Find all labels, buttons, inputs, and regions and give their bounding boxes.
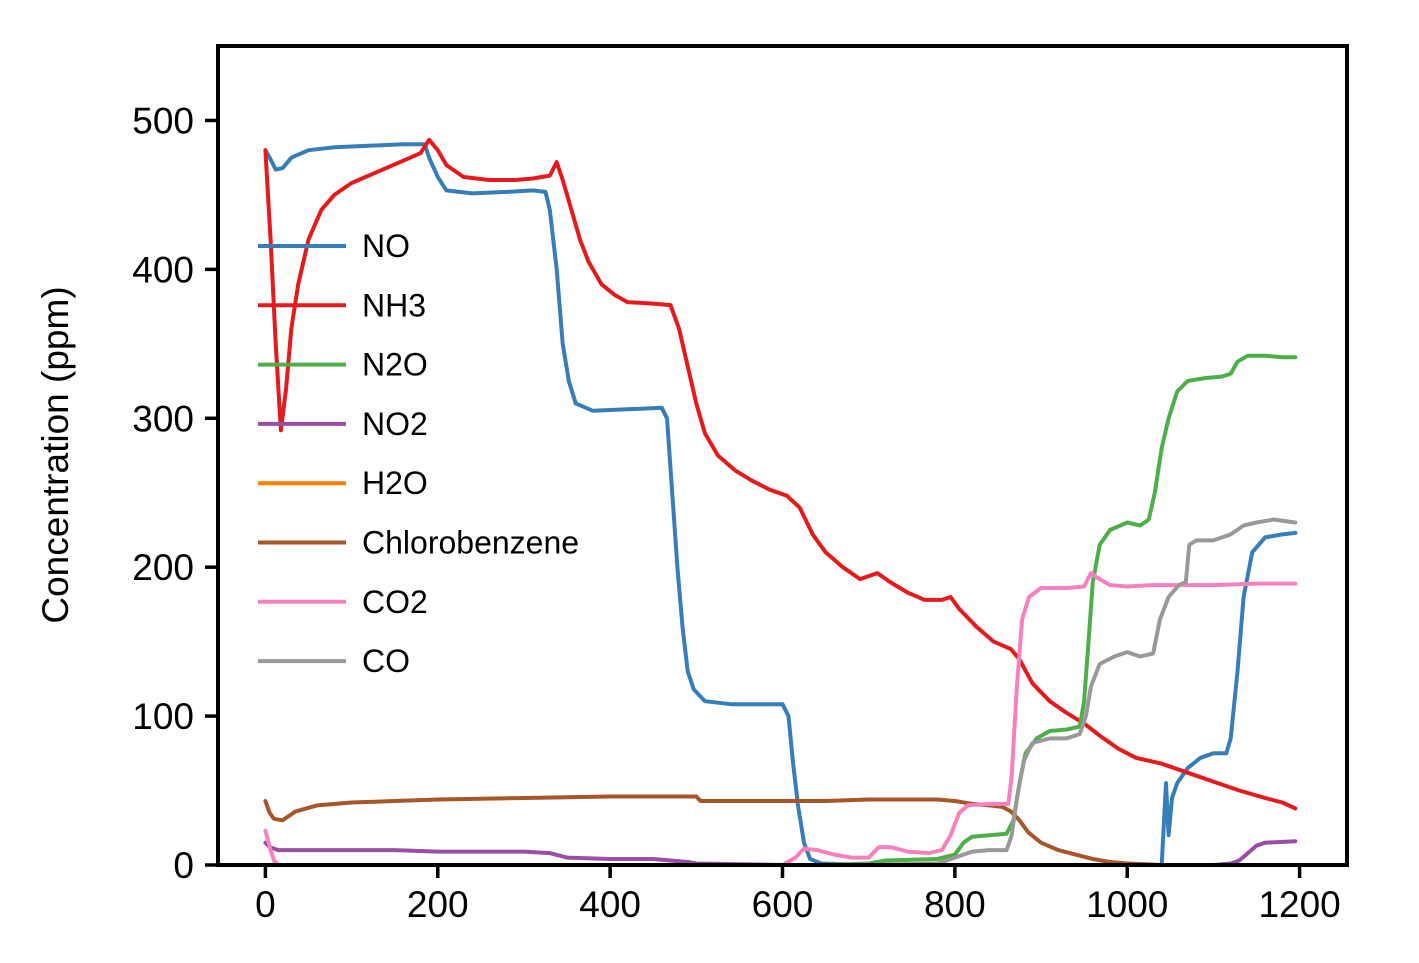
- legend-label-h2o: H2O: [362, 465, 428, 501]
- legend: NO NH3 N2O NO2 H2O Chlorobenzene CO2 CO: [258, 228, 579, 679]
- x-tick-label: 1200: [1258, 884, 1340, 925]
- y-tick-label: 200: [132, 547, 194, 588]
- series-line-no2: [263, 839, 1298, 867]
- y-tick-label: 300: [132, 398, 194, 439]
- legend-label-n2o: N2O: [362, 347, 428, 383]
- x-tick-label: 400: [579, 884, 641, 925]
- ticks-layer: 0 200 400 600 800 1000 1200 0 100 200 300 400 500: [132, 100, 1340, 925]
- series-line-n2o: [263, 353, 1298, 867]
- y-tick-label: 100: [132, 696, 194, 737]
- x-tick-label: 200: [407, 884, 469, 925]
- legend-label-co: CO: [362, 643, 410, 679]
- x-tick-label: 1000: [1086, 884, 1168, 925]
- series-layer: [263, 137, 1298, 867]
- legend-label-chlorobenzene: Chlorobenzene: [362, 525, 579, 561]
- x-tick-label: 800: [924, 884, 986, 925]
- legend-label-co2: CO2: [362, 584, 428, 620]
- legend-label-no2: NO2: [362, 406, 428, 442]
- y-axis-label: Concentration (ppm): [35, 286, 76, 623]
- series-line-no: [263, 142, 1298, 867]
- legend-label-nh3: NH3: [362, 287, 426, 323]
- y-tick-label: 500: [132, 100, 194, 141]
- x-tick-label: 600: [752, 884, 814, 925]
- y-tick-label: 0: [173, 845, 194, 886]
- x-tick-label: 0: [255, 884, 276, 925]
- series-line-chlorobenzene: [263, 794, 1298, 867]
- series-line-co2: [263, 571, 1298, 867]
- series-line-nh3: [263, 137, 1298, 811]
- legend-label-no: NO: [362, 228, 410, 264]
- y-tick-label: 400: [132, 249, 194, 290]
- series-line-co: [263, 517, 1298, 867]
